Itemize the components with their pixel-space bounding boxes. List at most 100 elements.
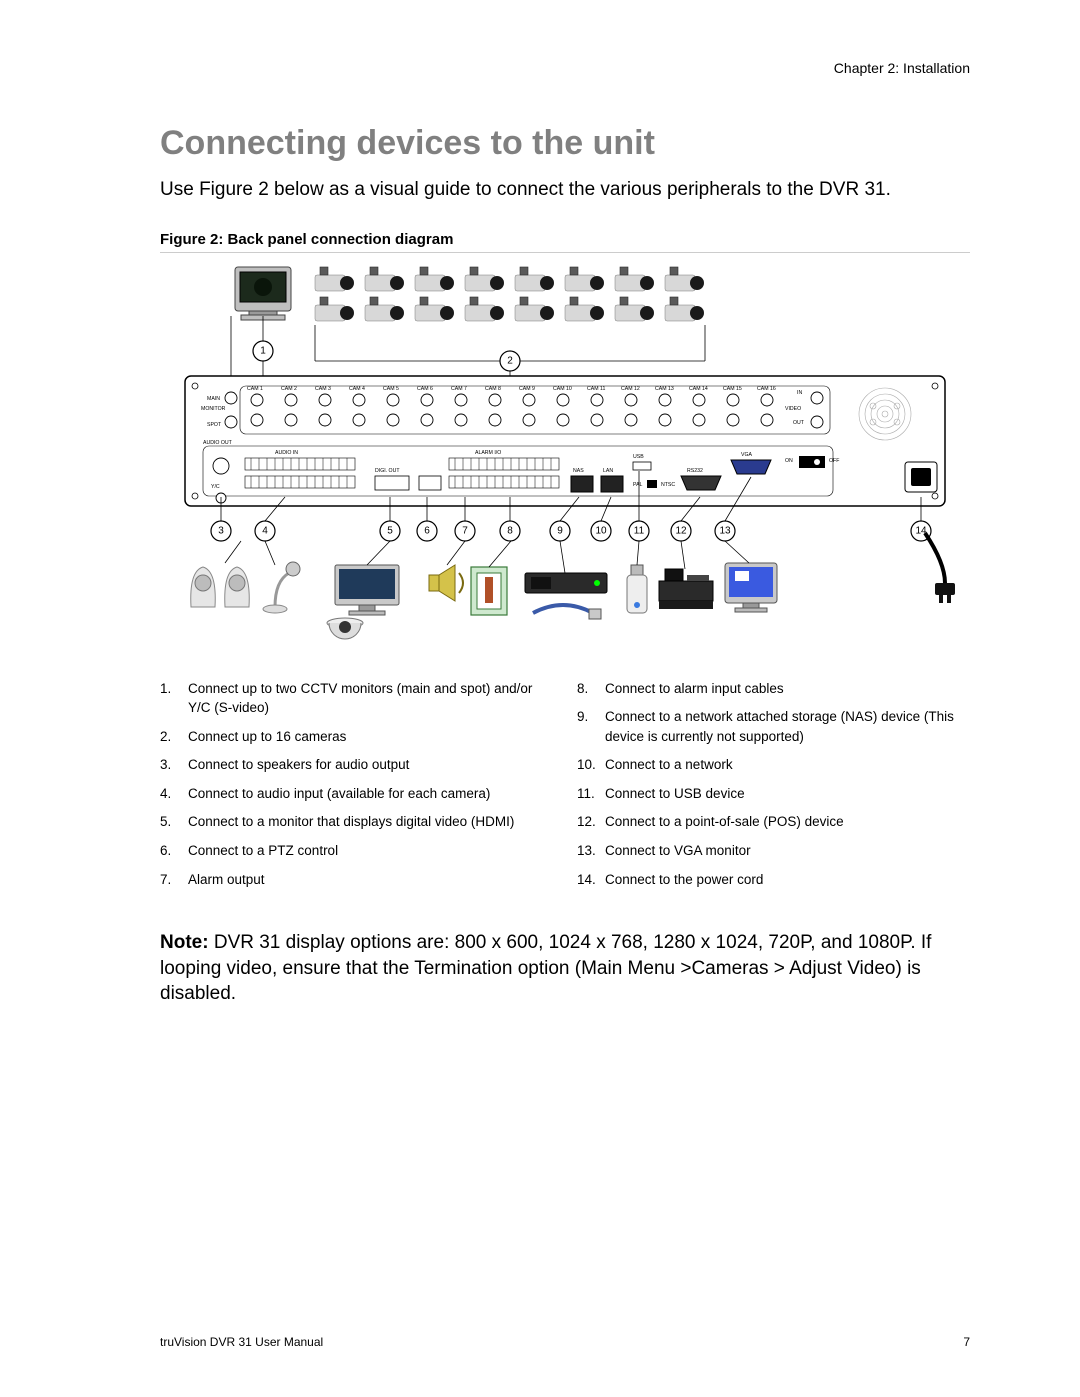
crt-monitor-icon: [235, 267, 291, 320]
svg-text:CAM 5: CAM 5: [383, 386, 399, 392]
legend-item-text: Connect to a network: [605, 755, 733, 775]
svg-text:OFF: OFF: [829, 458, 839, 464]
figure-rule: [160, 252, 970, 253]
legend-item: 6.Connect to a PTZ control: [160, 841, 553, 861]
legend-item-text: Connect to speakers for audio output: [188, 755, 409, 775]
svg-text:VGA: VGA: [741, 452, 752, 458]
legend-item-text: Connect to a point-of-sale (POS) device: [605, 812, 844, 832]
legend-item-number: 4.: [160, 784, 188, 804]
svg-text:CAM 15: CAM 15: [723, 386, 742, 392]
legend-item: 3.Connect to speakers for audio output: [160, 755, 553, 775]
legend-item: 13.Connect to VGA monitor: [577, 841, 970, 861]
svg-text:CAM 13: CAM 13: [655, 386, 674, 392]
svg-text:5: 5: [387, 525, 393, 536]
svg-text:6: 6: [424, 525, 430, 536]
svg-text:MONITOR: MONITOR: [201, 406, 226, 412]
microphone-icon: [263, 541, 300, 613]
svg-text:11: 11: [634, 525, 645, 536]
svg-text:AUDIO IN: AUDIO IN: [275, 450, 298, 456]
network-cable-icon: [533, 605, 601, 619]
svg-text:CAM 6: CAM 6: [417, 386, 433, 392]
svg-text:AUDIO OUT: AUDIO OUT: [203, 440, 233, 446]
legend-item-number: 10.: [577, 755, 605, 775]
legend-item-number: 2.: [160, 727, 188, 747]
intro-text: Use Figure 2 below as a visual guide to …: [160, 177, 970, 203]
legend-item: 12.Connect to a point-of-sale (POS) devi…: [577, 812, 970, 832]
svg-text:VIDEO: VIDEO: [785, 406, 801, 412]
svg-text:DIGI. OUT: DIGI. OUT: [375, 468, 400, 474]
power-cord-icon: [925, 533, 955, 603]
vga-monitor-icon: [725, 541, 777, 612]
legend-item-number: 7.: [160, 870, 188, 890]
ptz-dome-icon: [327, 618, 363, 639]
legend-item: 2.Connect up to 16 cameras: [160, 727, 553, 747]
legend-item: 1.Connect up to two CCTV monitors (main …: [160, 679, 553, 718]
legend-left: 1.Connect up to two CCTV monitors (main …: [160, 679, 553, 899]
note-block: Note: DVR 31 display options are: 800 x …: [160, 930, 970, 1007]
note-label: Note:: [160, 932, 209, 953]
svg-text:CAM 14: CAM 14: [689, 386, 708, 392]
svg-text:1: 1: [260, 345, 266, 356]
legend-item: 5.Connect to a monitor that displays dig…: [160, 812, 553, 832]
svg-text:3: 3: [218, 525, 224, 536]
svg-text:CAM 8: CAM 8: [485, 386, 501, 392]
svg-text:LAN: LAN: [603, 468, 613, 474]
svg-text:MAIN: MAIN: [207, 396, 220, 402]
figure-caption: Figure 2: Back panel connection diagram: [160, 231, 970, 248]
legend-right: 8.Connect to alarm input cables9.Connect…: [577, 679, 970, 899]
legend-item-number: 8.: [577, 679, 605, 699]
note-body: DVR 31 display options are: 800 x 600, 1…: [160, 932, 931, 1004]
svg-text:ON: ON: [785, 458, 793, 464]
svg-text:CAM 3: CAM 3: [315, 386, 331, 392]
alarm-speaker-icon: [429, 541, 465, 601]
legend: 1.Connect up to two CCTV monitors (main …: [160, 679, 970, 899]
svg-text:10: 10: [595, 525, 607, 536]
svg-text:13: 13: [719, 525, 731, 536]
legend-item-text: Connect to VGA monitor: [605, 841, 751, 861]
svg-text:8: 8: [507, 525, 513, 536]
footer-left: truVision DVR 31 User Manual: [160, 1335, 323, 1349]
svg-text:CAM 12: CAM 12: [621, 386, 640, 392]
legend-item-text: Connect to USB device: [605, 784, 745, 804]
hdmi-monitor-icon: [335, 541, 399, 615]
svg-text:SPOT: SPOT: [207, 422, 222, 428]
legend-item-number: 14.: [577, 870, 605, 890]
legend-item-number: 12.: [577, 812, 605, 832]
legend-item-text: Alarm output: [188, 870, 265, 890]
svg-text:CAM 4: CAM 4: [349, 386, 365, 392]
back-panel-diagram: 1 2: [160, 261, 970, 661]
svg-text:CAM 7: CAM 7: [451, 386, 467, 392]
legend-item-number: 1.: [160, 679, 188, 718]
svg-text:NTSC: NTSC: [661, 482, 675, 488]
legend-item-text: Connect up to two CCTV monitors (main an…: [188, 679, 553, 718]
svg-text:CAM 9: CAM 9: [519, 386, 535, 392]
speakers-icon: [191, 541, 250, 607]
chapter-header: Chapter 2: Installation: [160, 60, 970, 76]
legend-item-text: Connect to the power cord: [605, 870, 763, 890]
legend-item-text: Connect to a network attached storage (N…: [605, 707, 970, 746]
page-footer: truVision DVR 31 User Manual 7: [160, 1335, 970, 1349]
legend-item-text: Connect to audio input (available for ea…: [188, 784, 490, 804]
legend-item-text: Connect to alarm input cables: [605, 679, 784, 699]
cameras-top: [315, 267, 704, 321]
legend-item: 14.Connect to the power cord: [577, 870, 970, 890]
legend-item: 8.Connect to alarm input cables: [577, 679, 970, 699]
svg-text:USB: USB: [633, 454, 644, 460]
legend-item-number: 13.: [577, 841, 605, 861]
legend-item-text: Connect up to 16 cameras: [188, 727, 346, 747]
legend-item-number: 6.: [160, 841, 188, 861]
legend-item-text: Connect to a monitor that displays digit…: [188, 812, 514, 832]
pos-device-icon: [659, 541, 713, 609]
svg-text:CAM 10: CAM 10: [553, 386, 572, 392]
peripheral-icons: [191, 533, 955, 639]
legend-item-number: 3.: [160, 755, 188, 775]
legend-item-number: 11.: [577, 784, 605, 804]
legend-item-number: 9.: [577, 707, 605, 746]
svg-text:CAM 16: CAM 16: [757, 386, 776, 392]
svg-text:PAL: PAL: [633, 482, 643, 488]
svg-text:OUT: OUT: [793, 420, 805, 426]
svg-text:CAM 2: CAM 2: [281, 386, 297, 392]
legend-item: 9.Connect to a network attached storage …: [577, 707, 970, 746]
dvr-back-panel: MAIN MONITOR SPOT CAM 1: [185, 376, 945, 506]
svg-text:4: 4: [262, 525, 268, 536]
